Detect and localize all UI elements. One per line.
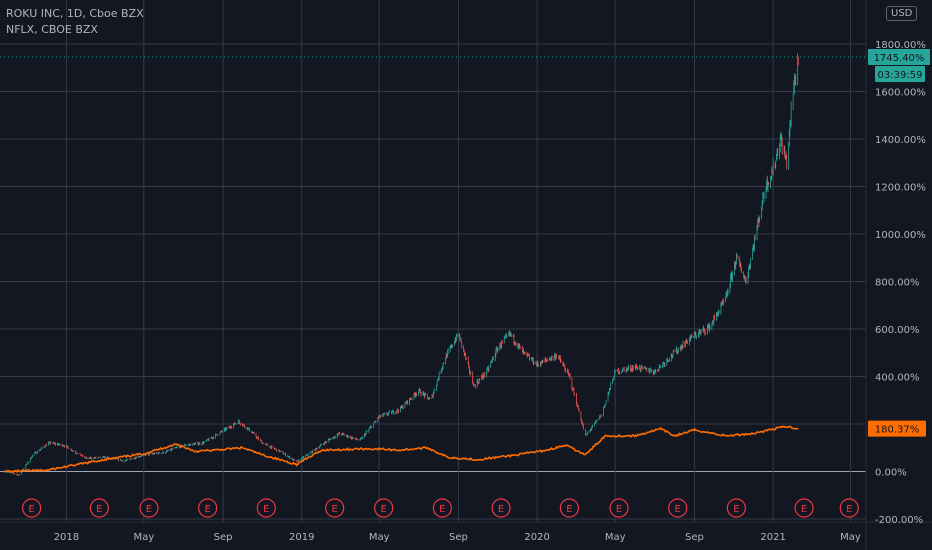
x-tick-label: Sep — [449, 532, 468, 543]
y-tick-label: 1800.00% — [875, 40, 926, 51]
y-tick-label: 1000.00% — [875, 230, 926, 241]
earnings-marker-label: E — [146, 504, 152, 515]
x-tick-label: Sep — [214, 532, 233, 543]
last-value-labels: 1745.40% 03:39:59 180.37% — [0, 48, 930, 437]
x-tick-label: May — [840, 532, 861, 543]
countdown-badge — [875, 65, 925, 82]
earnings-marker-label: E — [616, 504, 622, 515]
earnings-marker-label: E — [675, 504, 681, 515]
y-tick-label: 1600.00% — [875, 88, 926, 99]
nflx-last-value: 180.37% — [875, 425, 920, 436]
earnings-marker-label: E — [566, 504, 572, 515]
compare-symbol[interactable]: NFLX, CBOE BZX — [6, 23, 98, 36]
y-tick-label: 600.00% — [875, 325, 920, 336]
earnings-marker-label: E — [733, 504, 739, 515]
x-tick-label: May — [605, 532, 626, 543]
earnings-marker — [198, 498, 218, 518]
earnings-marker — [139, 498, 159, 518]
earnings-marker-label: E — [204, 504, 210, 515]
earnings-marker — [609, 498, 629, 518]
y-tick-label: 400.00% — [875, 373, 920, 384]
roku-last-badge — [868, 48, 930, 65]
x-tick-label: 2019 — [289, 532, 314, 543]
chart-legend: ROKU INC, 1D, Cboe BZX NFLX, CBOE BZX — [6, 6, 144, 38]
earnings-marker — [374, 498, 394, 518]
nflx-line — [4, 425, 799, 474]
earnings-marker — [794, 498, 814, 518]
x-tick-label: 2021 — [760, 532, 785, 543]
earnings-marker — [726, 498, 746, 518]
x-tick-label: May — [369, 532, 390, 543]
y-tick-label: 800.00% — [875, 278, 920, 289]
y-tick-label: 1400.00% — [875, 135, 926, 146]
time-scale[interactable]: 2018 May Sep 2019 May Sep 2020 May Sep 2021 May — [54, 532, 861, 543]
earnings-marker-label: E — [263, 504, 269, 515]
earnings-marker — [668, 498, 688, 518]
earnings-marker — [325, 498, 345, 518]
y-tick-label: -200.00% — [875, 515, 923, 526]
earnings-marker-label: E — [28, 504, 34, 515]
symbol-title[interactable]: ROKU INC, 1D, Cboe BZX — [6, 7, 144, 20]
earnings-marker-label: E — [439, 504, 445, 515]
earnings-marker — [432, 498, 452, 518]
earnings-marker-label: E — [96, 504, 102, 515]
countdown-value: 03:39:59 — [878, 70, 923, 81]
earnings-marker-label: E — [332, 504, 338, 515]
roku-last-value: 1745.40% — [874, 53, 925, 64]
earnings-marker — [839, 498, 859, 518]
y-tick-label: 0.00% — [875, 468, 907, 479]
nflx-last-badge — [868, 420, 926, 437]
y-tick-label: 1200.00% — [875, 183, 926, 194]
x-tick-label: 2020 — [524, 532, 549, 543]
x-tick-label: 2018 — [54, 532, 79, 543]
earnings-marker — [559, 498, 579, 518]
nflx-compare-line — [4, 425, 799, 474]
earnings-marker-label: E — [846, 504, 852, 515]
earnings-marker-label: E — [801, 504, 807, 515]
earnings-marker — [256, 498, 276, 518]
currency-button[interactable]: USD — [886, 6, 918, 21]
earnings-marker — [21, 498, 42, 518]
earnings-marker-label: E — [381, 504, 387, 515]
x-tick-label: Sep — [685, 532, 704, 543]
x-tick-label: May — [133, 532, 154, 543]
earnings-marker — [89, 498, 109, 518]
earnings-marker — [491, 498, 511, 518]
roku-candles — [4, 53, 799, 476]
earnings-marker-label: E — [498, 504, 504, 515]
